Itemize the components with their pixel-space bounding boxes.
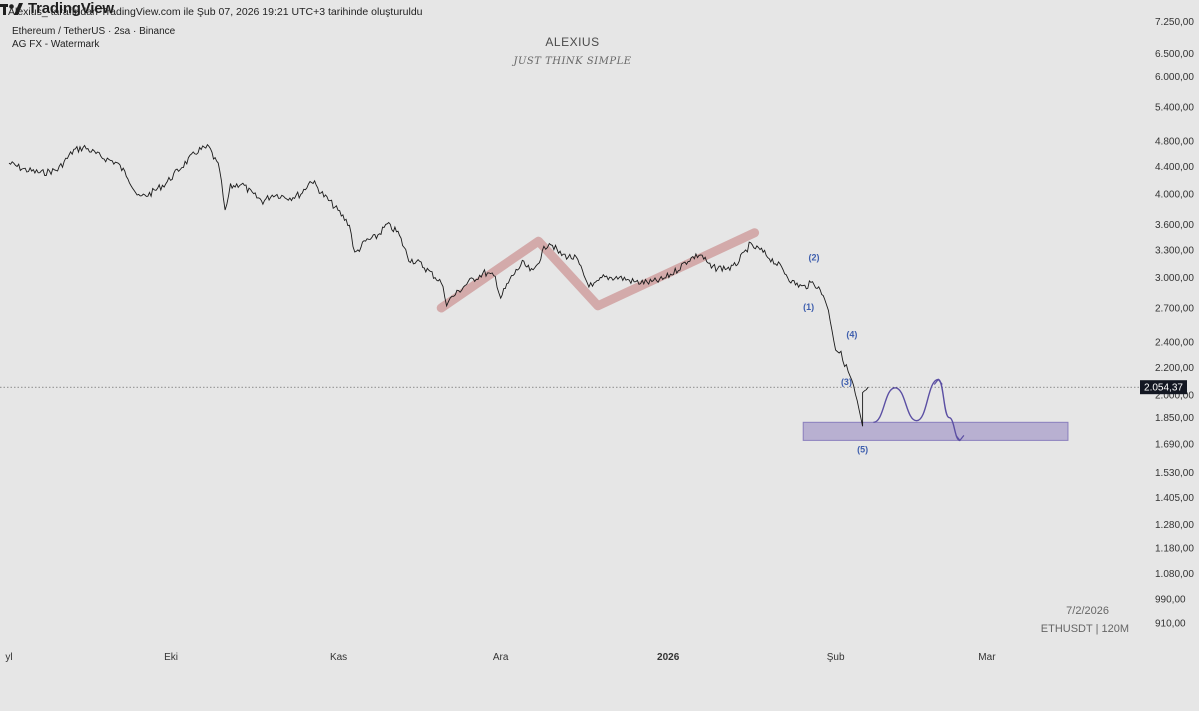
y-tick-label: 1.690,00 — [1155, 439, 1194, 450]
y-tick-label: 3.300,00 — [1155, 245, 1194, 256]
axes: 7.250,00 6.500,00 6.000,00 5.400,00 4.800,00… — [5, 17, 1194, 663]
price-badge: 2.054,37 — [1140, 380, 1187, 395]
y-tick-label: 2.000,00 — [1155, 390, 1194, 401]
y-tick-label: 1.850,00 — [1155, 413, 1194, 424]
x-tick-label: Ara — [493, 652, 509, 663]
projection-arrow-down — [955, 435, 965, 442]
wave-label: (1) — [803, 302, 814, 312]
symbol-legend[interactable]: Ethereum / TetherUS · 2sa · Binance — [12, 26, 176, 37]
info-symbol: ETHUSDT | 120M — [1040, 623, 1129, 635]
zigzag-drawing — [436, 228, 760, 313]
wave-label: (5) — [857, 444, 868, 454]
projection-curve — [873, 378, 961, 442]
x-tick-label: Şub — [827, 652, 845, 663]
y-tick-label: 1.530,00 — [1155, 468, 1194, 479]
projection-path — [873, 378, 965, 442]
price-badge-bg — [1140, 380, 1187, 395]
x-tick-label: Mar — [978, 652, 996, 663]
wave-label: (2) — [809, 253, 820, 263]
wave-label: (4) — [846, 329, 857, 339]
x-tick-label: yl — [5, 652, 12, 663]
price-series — [0, 143, 1140, 427]
y-tick-label: 4.800,00 — [1155, 137, 1194, 148]
y-tick-label: 990,00 — [1155, 594, 1186, 605]
info-date: 7/2/2026 — [1066, 605, 1109, 617]
y-tick-label: 6.500,00 — [1155, 49, 1194, 60]
y-tick-label: 4.400,00 — [1155, 162, 1194, 173]
x-tick-label: Eki — [164, 652, 178, 663]
y-tick-label: 1.405,00 — [1155, 493, 1194, 504]
watermark-subtitle: JUST THINK SIMPLE — [513, 56, 632, 67]
watermark-title: ALEXIUS — [545, 35, 600, 49]
y-tick-label: 6.000,00 — [1155, 72, 1194, 83]
zigzag-line — [436, 228, 760, 313]
y-tick-label: 4.000,00 — [1155, 190, 1194, 201]
indicator-legend[interactable]: AG FX - Watermark — [12, 39, 100, 50]
price-line — [8, 143, 869, 427]
y-tick-label: 3.600,00 — [1155, 220, 1194, 231]
y-tick-label: 3.000,00 — [1155, 273, 1194, 284]
tradingview-logo-icon — [0, 2, 23, 15]
price-badge-label: 2.054,37 — [1144, 383, 1183, 394]
wave-labels: (1) (2) (3) (4) (5) — [803, 253, 868, 455]
projection-arrow-up — [933, 378, 943, 385]
y-tick-label: 7.250,00 — [1155, 17, 1194, 28]
support-zone-box — [802, 421, 1069, 441]
support-zone — [802, 421, 1069, 441]
y-tick-label: 2.400,00 — [1155, 338, 1194, 349]
y-tick-label: 1.080,00 — [1155, 569, 1194, 580]
wave-label: (3) — [841, 377, 852, 387]
y-tick-label: 2.200,00 — [1155, 363, 1194, 374]
tradingview-logo[interactable]: TradingView — [0, 0, 1199, 17]
chart-attribution: Alexius_ tarafından TradingView.com ile … — [8, 6, 423, 18]
tradingview-logo-text: TradingView — [28, 0, 114, 17]
y-tick-label: 910,00 — [1155, 619, 1186, 630]
x-tick-label: Kas — [330, 652, 347, 663]
y-tick-label: 2.700,00 — [1155, 303, 1194, 314]
x-tick-label: 2026 — [657, 652, 680, 663]
y-tick-label: 1.280,00 — [1155, 520, 1194, 531]
y-tick-label: 1.180,00 — [1155, 543, 1194, 554]
y-tick-label: 5.400,00 — [1155, 103, 1194, 114]
